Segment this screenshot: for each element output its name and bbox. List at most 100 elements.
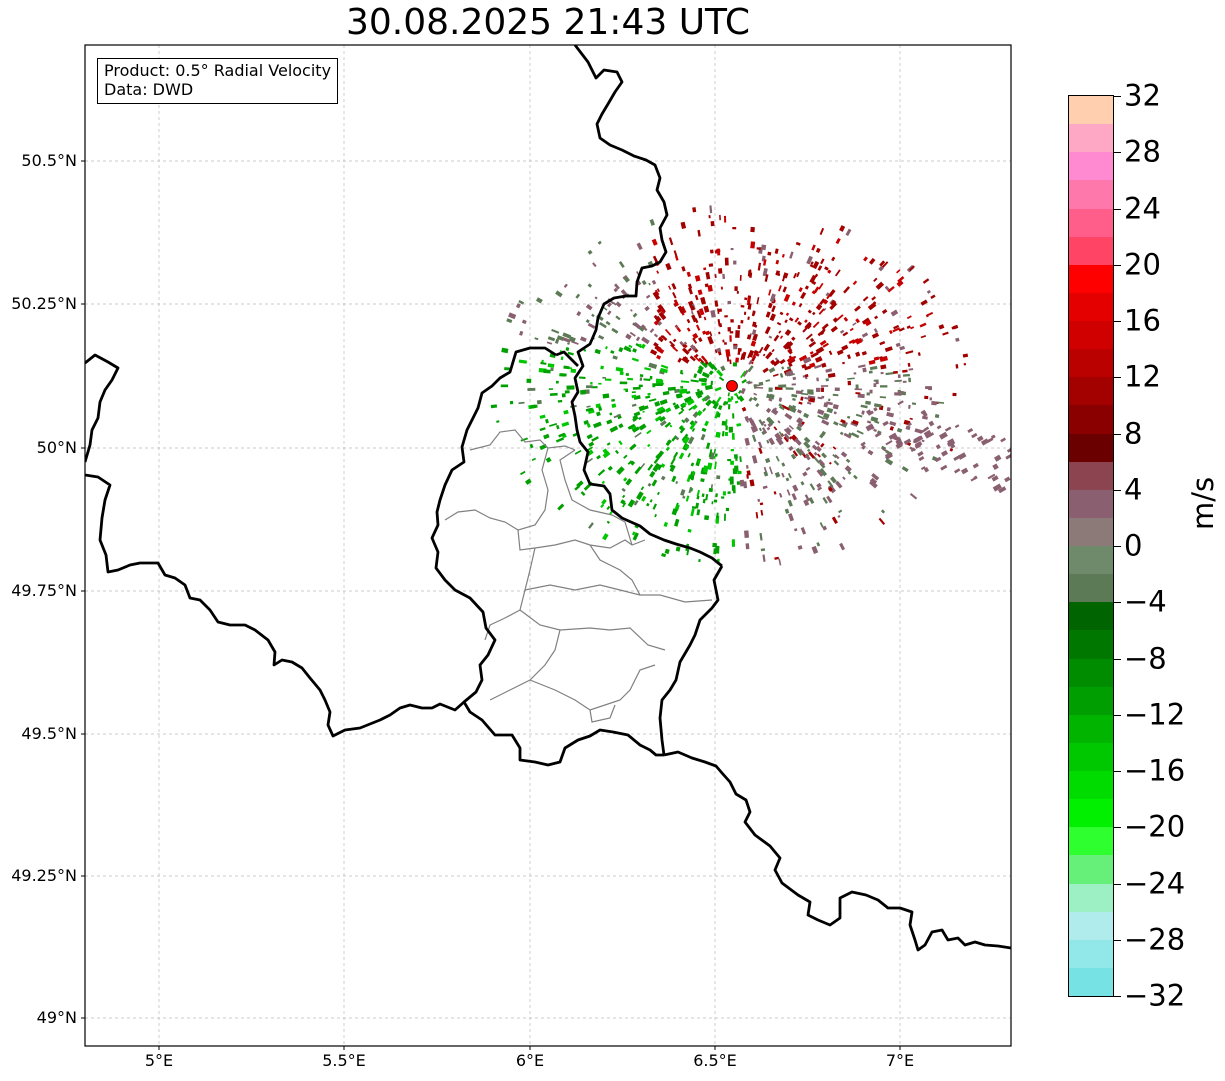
velocity-echo [823, 417, 828, 421]
velocity-echo [884, 285, 890, 291]
velocity-echo [789, 251, 794, 259]
velocity-echo [727, 398, 732, 402]
velocity-echo [832, 403, 839, 410]
velocity-echo [807, 451, 816, 459]
velocity-echo [750, 340, 757, 347]
velocity-echo [896, 379, 902, 382]
velocity-echo [829, 476, 837, 484]
velocity-echo [860, 404, 868, 409]
velocity-echo [819, 467, 828, 477]
velocity-echo [765, 351, 773, 360]
velocity-echo [680, 407, 685, 412]
velocity-echo [743, 481, 748, 489]
velocity-echo [804, 285, 809, 290]
velocity-echo [547, 363, 555, 368]
velocity-echo [955, 364, 959, 369]
colorbar-segment [1069, 686, 1113, 715]
colorbar-tick-label: 8 [1124, 416, 1143, 450]
velocity-echo [757, 498, 761, 503]
velocity-echo [679, 369, 684, 374]
colorbar-segment [1069, 658, 1113, 687]
velocity-echo [895, 438, 903, 446]
velocity-echo [656, 354, 662, 360]
velocity-echo [852, 322, 857, 326]
velocity-echo [672, 338, 677, 343]
velocity-echo [808, 341, 817, 348]
velocity-echo [774, 248, 779, 254]
velocity-echo [620, 289, 628, 297]
velocity-echo [713, 499, 718, 503]
velocity-echo [717, 308, 720, 315]
velocity-echo [606, 505, 611, 511]
velocity-echo [773, 491, 777, 495]
colorbar-tick-label: 20 [1124, 247, 1161, 282]
velocity-echo [728, 426, 733, 433]
velocity-echo [830, 299, 837, 307]
colorbar-segment [1069, 321, 1113, 350]
velocity-echo [644, 367, 652, 371]
velocity-echo [526, 378, 532, 383]
velocity-echo [665, 446, 671, 452]
velocity-echo [674, 436, 680, 441]
velocity-echo [631, 394, 637, 399]
velocity-echo [911, 402, 917, 405]
velocity-echo [828, 289, 836, 298]
velocity-echo [632, 414, 639, 421]
velocity-echo [525, 478, 532, 485]
velocity-echo [742, 369, 749, 378]
velocity-echo [861, 317, 870, 325]
velocity-echo [828, 398, 831, 402]
velocity-echo [509, 400, 514, 405]
velocity-echo [880, 509, 886, 514]
velocity-echo [554, 338, 560, 344]
velocity-echo [622, 494, 626, 499]
velocity-echo [811, 244, 816, 251]
velocity-echo [703, 377, 708, 383]
velocity-echo [640, 405, 649, 411]
velocity-echo [630, 309, 633, 312]
colorbar-tick-label: 24 [1124, 191, 1161, 225]
colorbar-segment [1069, 939, 1113, 968]
velocity-echo [897, 400, 904, 406]
velocity-echo [794, 317, 800, 323]
velocity-echo [768, 437, 775, 446]
velocity-echo [861, 350, 867, 356]
velocity-echo [785, 427, 792, 434]
velocity-echo [822, 342, 829, 348]
velocity-echo [808, 497, 815, 505]
velocity-echo [791, 383, 796, 386]
velocity-echo [648, 282, 651, 286]
velocity-echo [645, 294, 651, 299]
velocity-echo [751, 329, 757, 336]
velocity-echo [704, 384, 713, 391]
velocity-echo [845, 228, 852, 237]
velocity-echo [839, 329, 845, 334]
velocity-echo [830, 325, 838, 333]
velocity-echo [562, 337, 571, 343]
velocity-echo [834, 454, 840, 460]
velocity-echo [595, 411, 601, 417]
velocity-echo [711, 364, 718, 371]
velocity-echo [716, 248, 721, 256]
velocity-echo [753, 311, 756, 315]
velocity-echo [604, 345, 608, 350]
velocity-echo [841, 344, 849, 351]
velocity-echo [771, 408, 779, 416]
velocity-echo [631, 531, 636, 536]
colorbar-tick [1114, 321, 1121, 322]
velocity-echo [521, 319, 527, 325]
velocity-echo [779, 373, 784, 378]
velocity-echo [787, 473, 792, 479]
velocity-echo [737, 347, 742, 352]
velocity-echo [747, 316, 750, 320]
velocity-echo [659, 399, 668, 406]
velocity-echo [751, 355, 757, 362]
velocity-echo [817, 408, 825, 416]
velocity-echo [607, 310, 612, 316]
velocity-echo [873, 403, 882, 408]
velocity-echo [765, 311, 771, 318]
velocity-echo [750, 226, 755, 233]
velocity-echo [955, 337, 960, 342]
velocity-echo [747, 365, 754, 373]
velocity-echo [758, 447, 763, 454]
